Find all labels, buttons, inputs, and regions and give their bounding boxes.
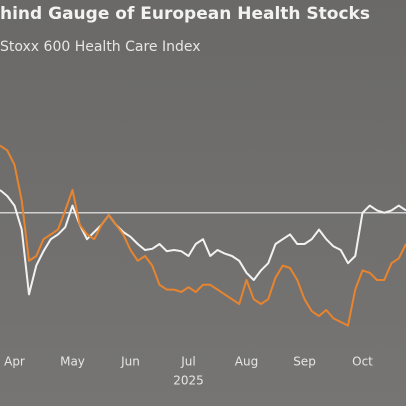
x-axis-label: 2025 xyxy=(173,374,204,388)
x-tick-label: Oct xyxy=(352,355,373,369)
x-tick-label: May xyxy=(60,355,85,369)
chart-subtitle: Stoxx 600 Health Care Index xyxy=(0,39,201,55)
series-line xyxy=(0,144,406,327)
x-tick-label: Sep xyxy=(293,355,316,369)
x-tick-label: Jul xyxy=(180,355,195,369)
series-line xyxy=(0,189,406,296)
chart-title: hind Gauge of European Health Stocks xyxy=(0,4,370,24)
x-tick-label: Apr xyxy=(4,355,25,369)
x-tick-label: Jun xyxy=(120,355,140,369)
x-tick-label: Aug xyxy=(235,355,258,369)
